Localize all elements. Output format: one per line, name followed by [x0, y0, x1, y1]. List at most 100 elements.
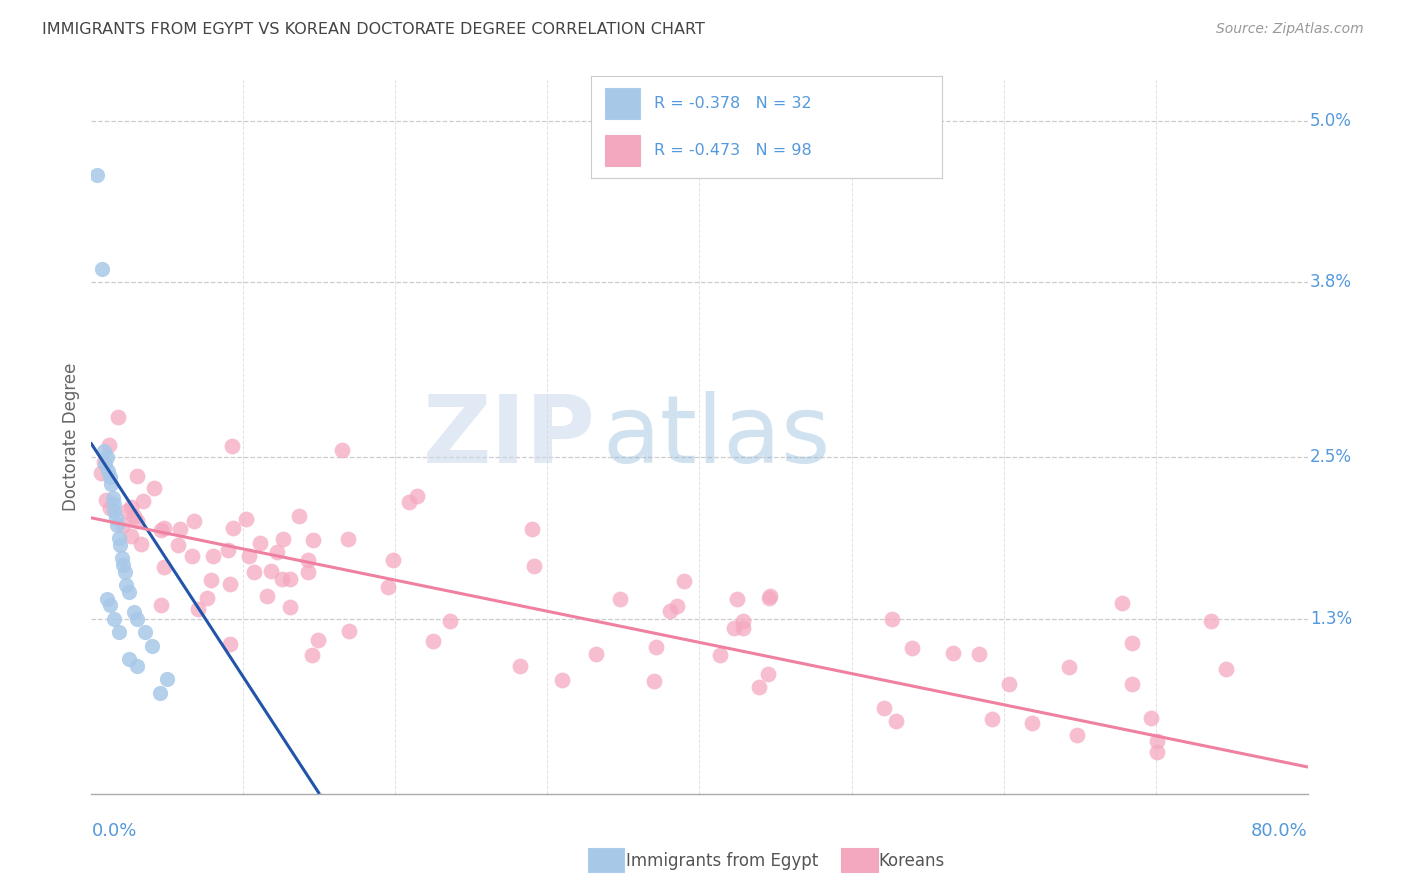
Point	[90, 466, 112, 480]
Point	[86, 168, 108, 182]
Point	[221, 439, 243, 453]
Point	[733, 615, 755, 629]
Point	[1057, 660, 1080, 674]
Point	[129, 537, 152, 551]
Point	[112, 558, 135, 572]
Point	[103, 497, 125, 511]
Point	[156, 673, 179, 687]
Point	[307, 633, 329, 648]
Point	[381, 552, 404, 566]
Point	[96, 591, 118, 606]
Point	[733, 621, 755, 635]
Point	[96, 492, 118, 507]
Point	[100, 501, 122, 516]
Text: 1.3%: 1.3%	[1310, 610, 1353, 628]
Point	[187, 602, 209, 616]
Point	[103, 504, 125, 518]
Text: ZIP: ZIP	[423, 391, 596, 483]
Point	[644, 640, 666, 654]
Y-axis label: Doctorate Degree: Doctorate Degree	[62, 363, 80, 511]
Point	[609, 591, 631, 606]
Point	[200, 573, 222, 587]
Point	[942, 646, 965, 660]
Point	[659, 604, 682, 618]
Text: 0.0%: 0.0%	[91, 822, 136, 840]
Point	[96, 450, 118, 465]
Point	[235, 511, 257, 525]
Point	[166, 538, 188, 552]
Point	[901, 641, 924, 656]
Point	[98, 599, 121, 613]
Text: 2.5%: 2.5%	[1310, 449, 1353, 467]
Point	[125, 659, 148, 673]
Text: Immigrants from Egypt: Immigrants from Egypt	[626, 852, 818, 870]
Point	[666, 599, 689, 614]
Point	[673, 574, 696, 589]
Point	[169, 522, 191, 536]
Point	[398, 495, 420, 509]
Point	[114, 565, 136, 579]
Point	[125, 469, 148, 483]
Point	[98, 470, 121, 484]
Point	[149, 686, 172, 700]
Point	[249, 536, 271, 550]
Point	[134, 625, 156, 640]
Point	[110, 538, 132, 552]
Point	[153, 559, 176, 574]
Point	[115, 578, 138, 592]
Point	[280, 600, 302, 615]
Point	[756, 667, 779, 681]
Point	[111, 551, 134, 566]
Point	[150, 598, 173, 612]
Bar	[605, 136, 640, 166]
Point	[1199, 614, 1222, 628]
Text: atlas: atlas	[602, 391, 831, 483]
Point	[297, 553, 319, 567]
Point	[97, 438, 120, 452]
Point	[1139, 711, 1161, 725]
Point	[93, 454, 115, 468]
Text: 5.0%: 5.0%	[1310, 112, 1353, 129]
Point	[104, 511, 127, 525]
Point	[585, 647, 607, 661]
Text: 80.0%: 80.0%	[1251, 822, 1308, 840]
Point	[243, 566, 266, 580]
Point	[132, 493, 155, 508]
Text: Koreans: Koreans	[879, 852, 945, 870]
Point	[271, 532, 294, 546]
Point	[238, 549, 260, 563]
Point	[118, 585, 141, 599]
Point	[97, 464, 120, 478]
Text: R = -0.378   N = 32: R = -0.378 N = 32	[654, 96, 811, 111]
Point	[969, 647, 991, 661]
Point	[709, 648, 731, 662]
Point	[330, 443, 353, 458]
Point	[120, 500, 142, 514]
Point	[142, 482, 165, 496]
Point	[122, 605, 145, 619]
Point	[723, 621, 745, 635]
Point	[278, 573, 301, 587]
Point	[150, 523, 173, 537]
Point	[550, 673, 572, 688]
Point	[118, 652, 141, 666]
Point	[439, 615, 461, 629]
Point	[217, 543, 239, 558]
Point	[1121, 636, 1143, 650]
Point	[183, 514, 205, 528]
Point	[288, 509, 311, 524]
Point	[301, 533, 323, 548]
Point	[125, 612, 148, 626]
Point	[125, 514, 148, 528]
Point	[882, 612, 904, 626]
Point	[105, 517, 128, 532]
Point	[271, 572, 294, 586]
Point	[91, 261, 114, 276]
Point	[1146, 745, 1168, 759]
Point	[509, 658, 531, 673]
Point	[1121, 677, 1143, 691]
Point	[643, 673, 665, 688]
Bar	[605, 88, 640, 119]
Point	[422, 634, 444, 648]
Text: Source: ZipAtlas.com: Source: ZipAtlas.com	[1216, 22, 1364, 37]
